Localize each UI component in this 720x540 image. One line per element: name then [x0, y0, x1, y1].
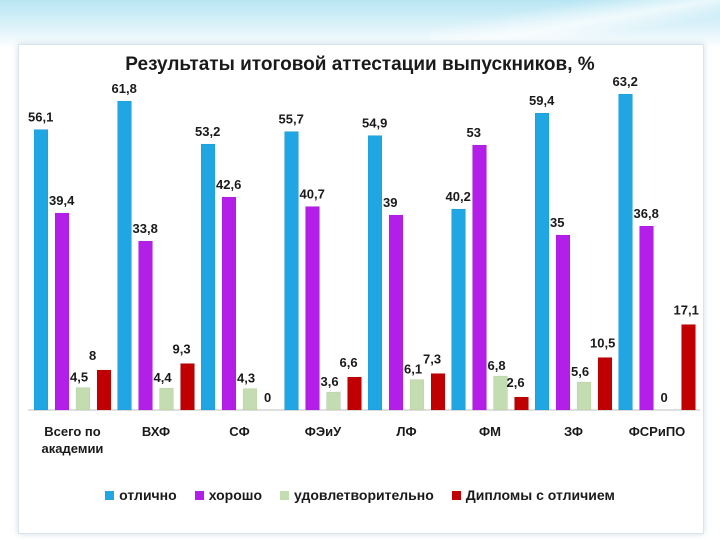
bar-good-8 — [639, 225, 654, 411]
slide-header-band — [0, 0, 720, 48]
data-label-honors-6: 2,6 — [507, 375, 525, 390]
legend-swatch-excellent — [105, 490, 115, 500]
data-label-excellent-3: 53,2 — [195, 124, 220, 139]
data-label-honors-5: 7,3 — [423, 352, 441, 367]
bar-honors-6 — [514, 396, 529, 411]
x-tick-label-5: ЛФ — [396, 424, 416, 439]
bar-excellent-5 — [367, 135, 383, 411]
bar-honors-2 — [180, 363, 195, 411]
bar-satisfactory-4 — [326, 391, 341, 411]
bar-good-5 — [388, 214, 404, 411]
data-label-honors-2: 9,3 — [173, 342, 191, 357]
data-label-satisfactory-3: 4,3 — [237, 371, 255, 386]
legend-label-good: хорошо — [208, 487, 263, 503]
x-tick-label-2: ВХФ — [142, 424, 170, 439]
data-label-honors-7: 10,5 — [590, 336, 615, 351]
bar-excellent-4 — [284, 131, 299, 411]
data-label-excellent-4: 55,7 — [279, 112, 304, 127]
bar-good-1 — [54, 212, 70, 411]
data-label-satisfactory-2: 4,4 — [154, 370, 173, 385]
bar-satisfactory-5 — [409, 379, 425, 411]
data-label-honors-1: 8 — [89, 348, 96, 363]
x-tick-label-6: ФМ — [479, 424, 501, 439]
bar-excellent-7 — [534, 112, 550, 411]
header-light-streak — [430, 0, 720, 40]
data-label-good-2: 33,8 — [133, 221, 158, 236]
legend-label-excellent: отлично — [119, 487, 177, 503]
legend-swatch-good — [194, 490, 204, 500]
bar-excellent-3 — [200, 143, 216, 411]
data-label-satisfactory-6: 6,8 — [488, 358, 506, 373]
x-tick-label-7: ЗФ — [564, 424, 583, 439]
bar-honors-5 — [430, 373, 446, 411]
bar-satisfactory-7 — [576, 381, 592, 411]
data-label-good-3: 42,6 — [216, 177, 241, 192]
bar-excellent-6 — [451, 208, 466, 411]
legend-label-honors: Дипломы с отличием — [465, 487, 615, 503]
bar-good-7 — [555, 234, 571, 411]
legend-item-satisfactory: удовлетворительно — [280, 487, 434, 503]
x-tick-label-1-line-2: академии — [42, 441, 104, 456]
bar-satisfactory-3 — [242, 388, 258, 411]
data-label-satisfactory-8: 0 — [661, 390, 668, 405]
bar-good-2 — [138, 240, 153, 411]
bar-satisfactory-2 — [159, 387, 174, 411]
data-label-good-4: 40,7 — [300, 187, 325, 202]
slide-card — [18, 44, 704, 534]
bar-excellent-1 — [33, 129, 49, 411]
legend-item-good: хорошо — [194, 487, 263, 503]
bar-excellent-2 — [117, 100, 132, 411]
x-tick-label-1-line-1: Всего по — [44, 424, 100, 439]
legend-item-excellent: отлично — [105, 487, 177, 503]
x-tick-label-8: ФСРиПО — [629, 424, 686, 439]
bar-honors-8 — [681, 324, 696, 411]
data-label-honors-4: 6,6 — [340, 355, 358, 370]
bar-good-4 — [305, 206, 320, 411]
chart-legend: отлично хорошо удовлетворительно Дипломы… — [0, 487, 720, 503]
legend-swatch-satisfactory — [280, 490, 290, 500]
legend-item-honors: Дипломы с отличием — [451, 487, 615, 503]
data-label-satisfactory-5: 6,1 — [404, 362, 422, 377]
data-label-satisfactory-1: 4,5 — [70, 370, 88, 385]
data-label-good-5: 39 — [383, 195, 397, 210]
data-label-satisfactory-7: 5,6 — [571, 364, 589, 379]
data-label-honors-3: 0 — [264, 390, 271, 405]
bar-satisfactory-6 — [493, 375, 508, 411]
data-label-excellent-2: 61,8 — [112, 81, 137, 96]
data-label-good-6: 53 — [467, 125, 481, 140]
x-tick-label-3: СФ — [229, 424, 249, 439]
data-label-good-7: 35 — [550, 215, 564, 230]
data-label-good-8: 36,8 — [634, 206, 659, 221]
data-label-excellent-5: 54,9 — [362, 116, 387, 131]
bar-good-6 — [472, 144, 487, 411]
bar-excellent-8 — [618, 93, 633, 411]
chart-title: Результаты итоговой аттестации выпускник… — [125, 54, 595, 75]
data-label-excellent-8: 63,2 — [613, 74, 638, 89]
data-label-good-1: 39,4 — [49, 193, 75, 208]
bar-satisfactory-1 — [75, 387, 91, 411]
legend-label-satisfactory: удовлетворительно — [294, 487, 434, 503]
bar-honors-4 — [347, 376, 362, 411]
data-label-excellent-7: 59,4 — [529, 93, 555, 108]
x-tick-label-4: ФЭиУ — [305, 424, 342, 439]
data-label-excellent-1: 56,1 — [28, 110, 53, 125]
data-label-honors-8: 17,1 — [674, 303, 699, 318]
data-label-excellent-6: 40,2 — [446, 189, 471, 204]
bar-honors-1 — [96, 369, 112, 411]
bar-honors-7 — [597, 357, 613, 411]
legend-swatch-honors — [451, 490, 461, 500]
bar-good-3 — [221, 196, 237, 411]
data-label-satisfactory-4: 3,6 — [321, 374, 339, 389]
